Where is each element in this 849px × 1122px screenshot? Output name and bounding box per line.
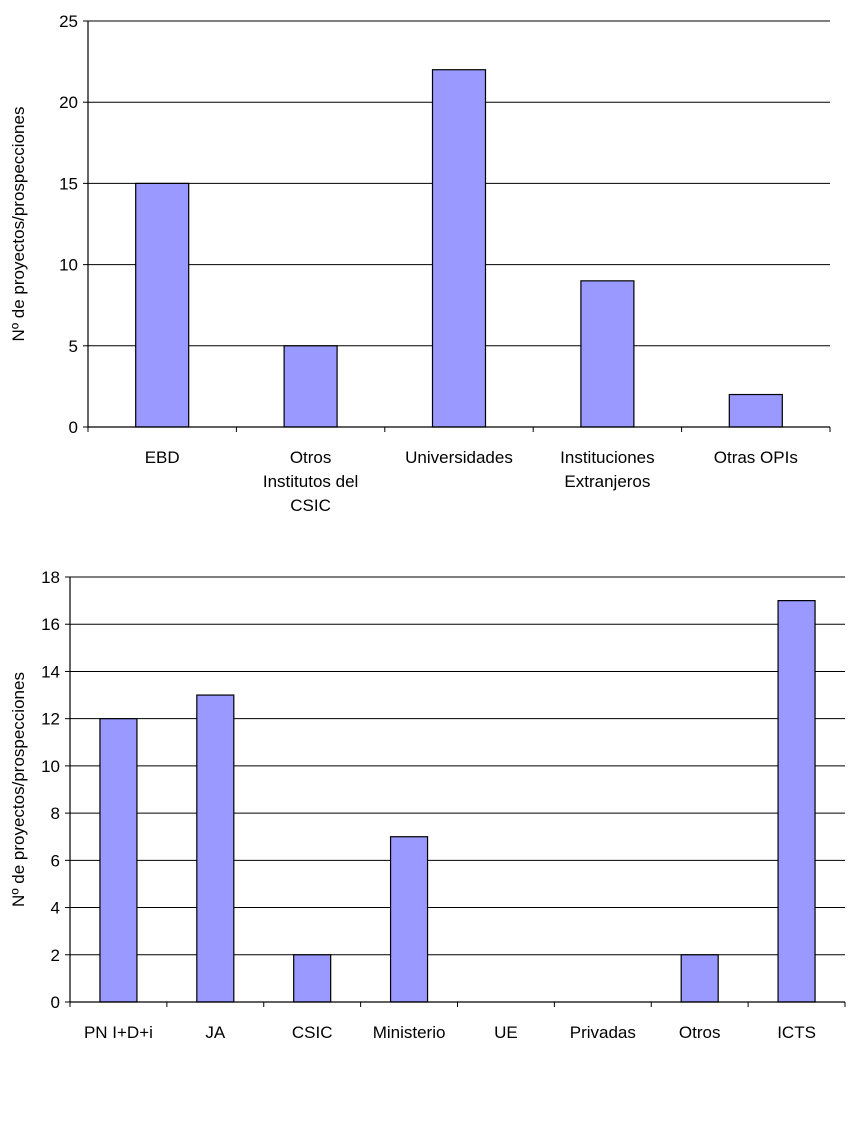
x-category-label: Institutos del bbox=[263, 472, 358, 491]
x-category-label: JA bbox=[205, 1023, 226, 1042]
bar bbox=[196, 694, 235, 1003]
y-tick-label: 4 bbox=[51, 899, 60, 918]
x-category-label: EBD bbox=[145, 448, 180, 467]
y-axis-label: Nº de proyectos/prospecciones bbox=[9, 107, 28, 342]
bar bbox=[293, 954, 332, 1003]
x-category-label: Extranjeros bbox=[564, 472, 650, 491]
x-category-label: Universidades bbox=[405, 448, 513, 467]
y-tick-label: 0 bbox=[69, 418, 78, 437]
bar bbox=[728, 393, 783, 428]
bar bbox=[680, 954, 719, 1003]
x-category-label: Otras OPIs bbox=[714, 448, 798, 467]
y-tick-label: 10 bbox=[59, 256, 78, 275]
bar bbox=[431, 69, 487, 428]
y-axis-label: Nº de proyectos/prospecciones bbox=[9, 672, 28, 907]
x-category-label: ICTS bbox=[777, 1023, 816, 1042]
y-tick-label: 2 bbox=[51, 946, 60, 965]
y-tick-label: 5 bbox=[69, 337, 78, 356]
x-category-label: Otros bbox=[290, 448, 332, 467]
x-category-label: Otros bbox=[679, 1023, 721, 1042]
x-category-label: UE bbox=[494, 1023, 518, 1042]
y-tick-label: 14 bbox=[41, 662, 60, 681]
y-tick-label: 8 bbox=[51, 804, 60, 823]
y-tick-label: 18 bbox=[41, 568, 60, 587]
bar bbox=[135, 182, 190, 428]
chart-funding-sources: 0 2 4 6 8 10 12 14 16 18 PN I+D+i JA CSIC Ministerio U… bbox=[9, 568, 846, 1042]
y-tick-label: 20 bbox=[59, 93, 78, 112]
x-category-label: Ministerio bbox=[373, 1023, 446, 1042]
bar bbox=[99, 718, 138, 1003]
x-category-label: PN I+D+i bbox=[84, 1023, 153, 1042]
y-tick-label: 16 bbox=[41, 615, 60, 634]
bar bbox=[389, 836, 429, 1003]
x-category-label: CSIC bbox=[290, 496, 331, 515]
y-tick-label: 25 bbox=[59, 12, 78, 31]
y-tick-label: 0 bbox=[51, 993, 60, 1012]
y-tick-label: 6 bbox=[51, 851, 60, 870]
y-tick-label: 12 bbox=[41, 710, 60, 729]
y-tick-label: 10 bbox=[41, 757, 60, 776]
x-category-label: Privadas bbox=[570, 1023, 636, 1042]
x-category-label: CSIC bbox=[292, 1023, 333, 1042]
bar bbox=[283, 345, 338, 428]
bar bbox=[777, 600, 816, 1003]
bar bbox=[580, 280, 635, 428]
y-tick-label: 15 bbox=[59, 174, 78, 193]
x-category-label: Instituciones bbox=[560, 448, 655, 467]
chart-origin-institutions: 0 5 10 15 20 25 EBD Otros Institutos del CSIC Univ… bbox=[9, 12, 831, 515]
